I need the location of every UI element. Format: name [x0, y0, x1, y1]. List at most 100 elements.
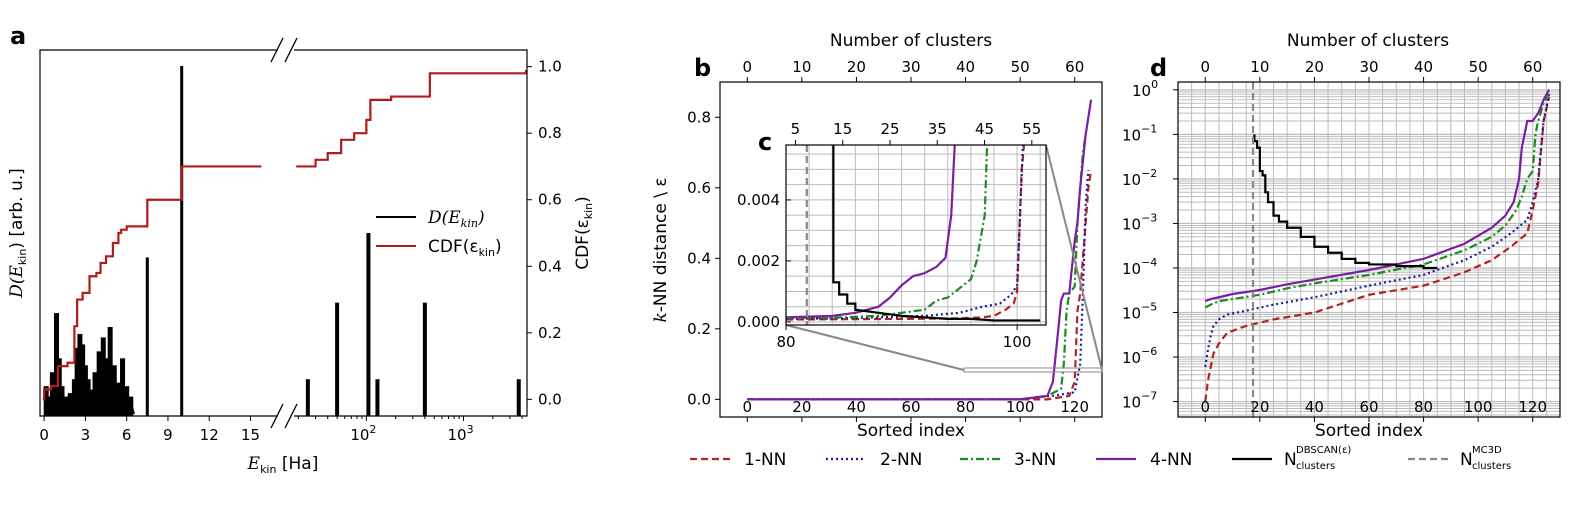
y-tick-label: 10−3 [1122, 211, 1157, 233]
y-tick-label: 0.2 [687, 320, 711, 338]
spectrum-peak [49, 372, 55, 416]
series-4-nn [1204, 89, 1551, 303]
panel-b-ticks: 0 20 40 60 80 100 120 0.0 0.2 0.4 0.6 0.8 0 10 20 30 40 5… [687, 58, 1089, 422]
top-tick-label: 10 [792, 58, 811, 76]
panel-c-background [786, 145, 1046, 325]
spectrum-peak [56, 358, 62, 416]
panel-c-frame [785, 144, 1047, 326]
top-tick-label: 20 [847, 58, 866, 76]
legend-mc3d-sub: clusters [1472, 461, 1511, 472]
legend-dbscan-label: N [1284, 450, 1297, 470]
x-tick-label: 120 [1518, 398, 1547, 416]
panel-a-cdf [42, 69, 527, 401]
top-tick-label: 0 [1201, 58, 1211, 76]
cdf-line-right [296, 69, 527, 168]
top-tick-label: 60 [1523, 58, 1542, 76]
series-4-nn [786, 145, 956, 319]
top-tick-label: 15 [833, 120, 852, 138]
spectrum-peak [180, 66, 184, 416]
x-tick-label: 100 [1006, 398, 1035, 416]
top-tick-label: 40 [956, 58, 975, 76]
y-tick-label: 0.8 [687, 108, 711, 126]
y2-tick-label: 0.8 [538, 124, 562, 142]
top-tick-label: 20 [1305, 58, 1324, 76]
series-2-nn [1204, 93, 1551, 368]
panel-a-xlabel: Ekin [Ha] [247, 454, 319, 476]
spectrum-peak [103, 358, 109, 416]
panel-b-lines [747, 99, 1093, 401]
y-tick-label: 0.0 [687, 390, 711, 408]
spectrum-fill [44, 393, 135, 414]
spectrum-peak [366, 233, 371, 416]
legend-dbscan-sub: clusters [1296, 461, 1335, 472]
panel-a-y2label: CDF(εkin) [573, 196, 595, 270]
y2-tick-label: 0.6 [538, 191, 562, 209]
x-tick-label: 60 [1359, 398, 1378, 416]
x-tick-label: 80 [956, 398, 975, 416]
x-tick-label: 40 [847, 398, 866, 416]
y-tick-label: 10−1 [1122, 122, 1157, 144]
spectrum-peak [335, 302, 340, 416]
panel-b-top-xlabel: Number of clusters [830, 31, 992, 51]
x-tick-label: 0 [1201, 398, 1211, 416]
top-tick-label: 10 [1250, 58, 1269, 76]
panel-a-ylabel: D(Ekin) [arb. u.] [7, 168, 29, 299]
panel-c-series [786, 145, 1041, 325]
series-3-nn [786, 145, 989, 320]
spectrum-peak [92, 372, 98, 416]
x-tick-label: 102 [350, 423, 376, 444]
panel-c-letter: c [758, 128, 772, 156]
x-tick-label: 3 [81, 426, 91, 444]
spectrum-peak [107, 327, 113, 416]
legend-mc3d-label: N [1460, 450, 1473, 470]
y-tick-label: 0.4 [687, 249, 711, 267]
panel-a-letter: a [10, 22, 26, 50]
panel-d-xlabel: Sorted index [1315, 421, 1423, 441]
panel-c-ticks: 80 100 0.000 0.002 0.004 5 15 25 35 45 55 [737, 120, 1041, 351]
spectrum-peak [305, 379, 310, 416]
legend-2nn-label: 2-NN [880, 450, 922, 470]
x-tick-label: 0 [39, 426, 49, 444]
zoom-connector [785, 144, 1103, 373]
panel-a-ticks: 0 3 6 9 12 15 102 103 0.0 0.2 0.4 0.6 0.8 1.0 [39, 58, 562, 444]
y-tick-label: 0.004 [737, 191, 780, 209]
top-tick-label: 40 [1414, 58, 1433, 76]
spectrum-peak [145, 257, 149, 416]
x-tick-label: 80 [776, 333, 795, 351]
spectrum-left [43, 66, 184, 416]
series-1-nn [747, 169, 1093, 401]
x-tick-label: 0 [743, 398, 753, 416]
y-tick-exp: −6 [1141, 345, 1157, 358]
spectrum-peak [77, 333, 83, 416]
y-tick-exp: −7 [1141, 390, 1157, 403]
x-tick-label: 120 [1060, 398, 1089, 416]
x-tick-label: 100 [1003, 333, 1032, 351]
spectrum-peak [96, 351, 102, 416]
y-tick-label: 10−5 [1122, 300, 1157, 322]
panel-d-series [1204, 82, 1551, 417]
y-tick-label: 0.6 [687, 179, 711, 197]
legend-4nn-label: 4-NN [1150, 450, 1192, 470]
y2-tick-label: 0.2 [538, 324, 562, 342]
top-tick-label: 0 [743, 58, 753, 76]
y2-tick-label: 1.0 [538, 58, 562, 76]
y-tick-exp: −5 [1141, 300, 1157, 313]
y-tick-label: 10−2 [1122, 167, 1157, 189]
legend-mc3d-sup: MC3D [1472, 445, 1502, 456]
panel-d-grid [1177, 82, 1561, 417]
legend-3nn-label: 3-NN [1014, 450, 1056, 470]
panel-b-ylabel: k-NN distance \ ε [651, 177, 671, 322]
series-2-nn [747, 170, 1090, 401]
y-tick-label: 0.002 [737, 252, 780, 270]
x-tick-label: 20 [1250, 398, 1269, 416]
spectrum-peak [422, 302, 427, 416]
panel-b-series [747, 99, 1093, 401]
series-2-nn [786, 145, 1024, 320]
x-tick-exp: 2 [369, 423, 376, 436]
y-tick-exp: −4 [1141, 256, 1157, 269]
spectrum-peak [71, 379, 77, 416]
legend-1nn-label: 1-NN [744, 450, 786, 470]
series-dbscan [1253, 134, 1438, 270]
top-tick-label: 60 [1065, 58, 1084, 76]
spectrum-peak [54, 313, 60, 416]
